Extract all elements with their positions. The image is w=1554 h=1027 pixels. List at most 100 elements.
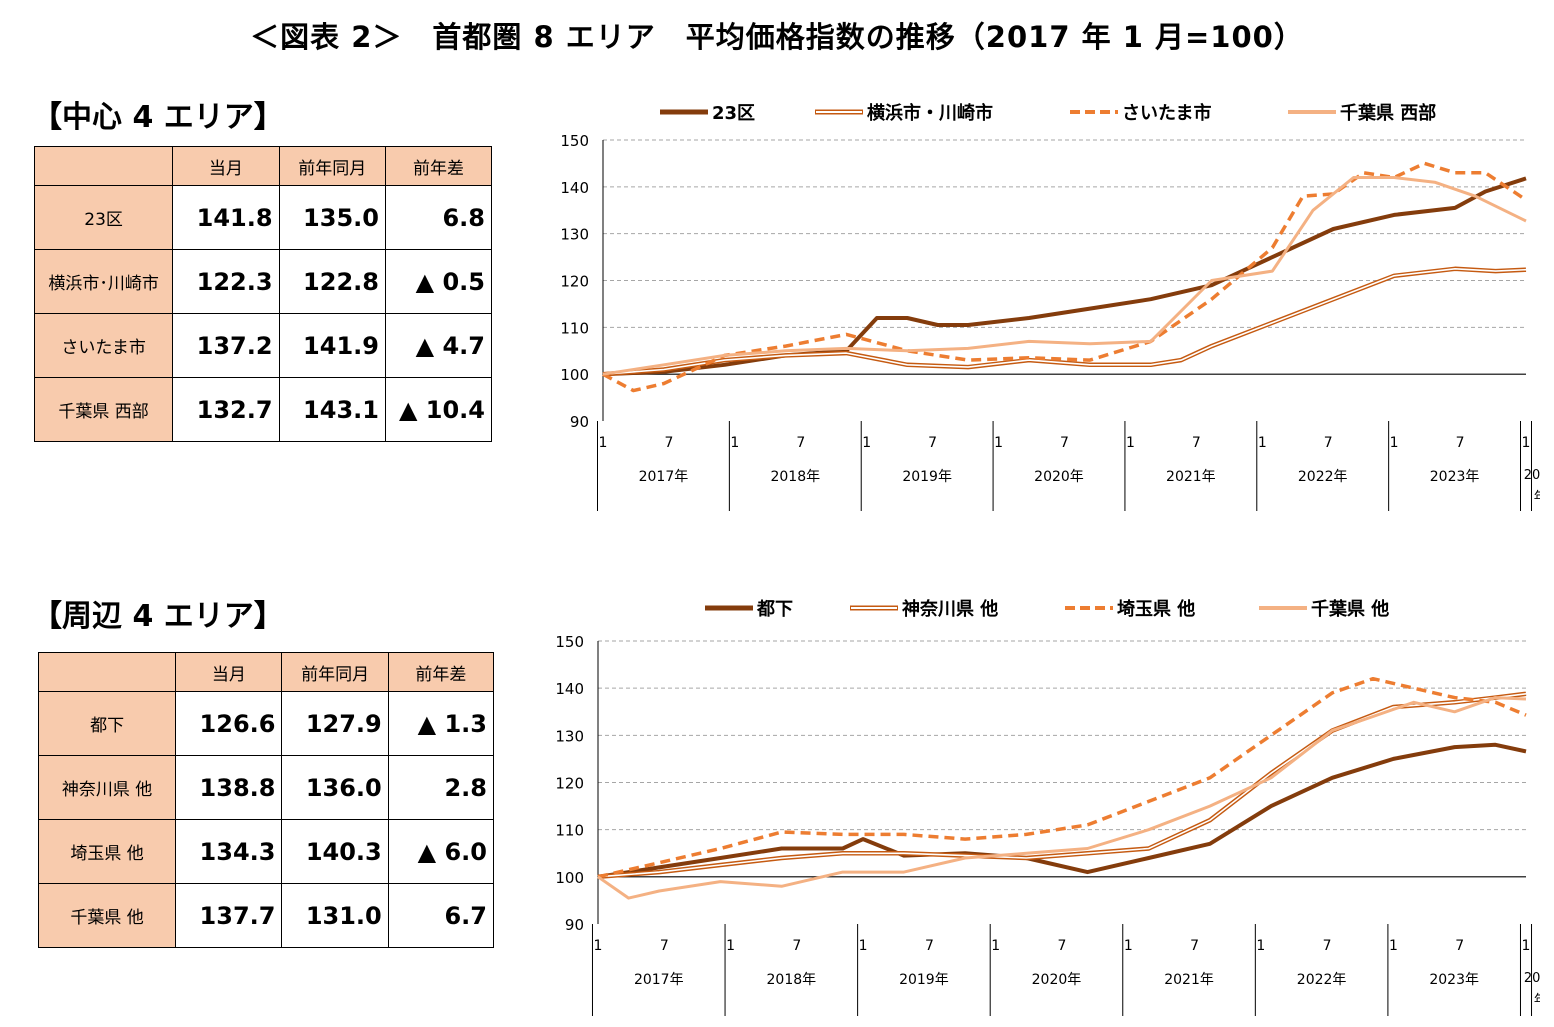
x-month-tick: 1 bbox=[1124, 938, 1133, 954]
x-year-label: 2023年 bbox=[1429, 972, 1479, 988]
x-month-tick: 7 bbox=[1456, 435, 1465, 451]
y-tick-label: 100 bbox=[560, 366, 589, 384]
table-header-current: 当月 bbox=[172, 146, 280, 186]
x-month-tick: 7 bbox=[1324, 435, 1333, 451]
x-month-tick: 7 bbox=[1192, 435, 1201, 451]
x-month-tick: 1 bbox=[859, 938, 868, 954]
row-diff: 6.8 bbox=[384, 185, 493, 250]
x-month-tick: 1 bbox=[594, 938, 603, 954]
table-header-prev: 前年同月 bbox=[281, 652, 389, 692]
x-year-label: 2017年 bbox=[634, 972, 684, 988]
table-row: 横浜市･川崎市 122.3 122.8 ▲ 0.5 bbox=[33, 249, 493, 314]
row-current: 137.2 bbox=[172, 313, 280, 378]
table-header-prev: 前年同月 bbox=[278, 146, 386, 186]
central-chart-svg: 90 100 110 120 130 140 150 1 7 1 7 1 7 1 7 1 7 1 7 1 7 1 2017年… bbox=[560, 102, 1554, 511]
table-row: 23区 141.8 135.0 6.8 bbox=[33, 185, 493, 250]
legend-label: 23区 bbox=[712, 103, 755, 124]
x-month-tick: 1 bbox=[862, 435, 871, 451]
row-current: 134.3 bbox=[175, 819, 283, 884]
row-area: 埼玉県 他 bbox=[37, 819, 177, 884]
x-year-label: 2022年 bbox=[1298, 469, 1348, 485]
legend-label: 千葉県 他 bbox=[1311, 598, 1389, 620]
y-tick-label: 140 bbox=[560, 179, 589, 197]
row-diff: ▲ 1.3 bbox=[387, 691, 495, 756]
x-month-tick: 7 bbox=[928, 435, 937, 451]
x-month-tick: 7 bbox=[796, 435, 805, 451]
x-month-tick: 7 bbox=[1060, 435, 1069, 451]
legend-label: 千葉県 西部 bbox=[1340, 102, 1436, 124]
x-month-tick: 7 bbox=[660, 938, 669, 954]
series-line-hollow-inner bbox=[602, 268, 1527, 375]
row-diff: 2.8 bbox=[387, 755, 495, 820]
row-current: 132.7 bbox=[172, 377, 280, 442]
table-row: 千葉県 他 137.7 131.0 6.7 bbox=[37, 883, 495, 948]
table-header-current: 当月 bbox=[175, 652, 283, 692]
x-month-tick: 1 bbox=[994, 435, 1003, 451]
row-current: 141.8 bbox=[172, 185, 280, 250]
y-tick-label: 90 bbox=[565, 916, 584, 934]
x-month-tick: 1 bbox=[991, 938, 1000, 954]
table-header-diff: 前年差 bbox=[384, 146, 493, 186]
figure-title: ＜図表 2＞ 首都圏 8 エリア 平均価格指数の推移（2017 年 1 月=10… bbox=[250, 20, 1304, 54]
row-area: さいたま市 bbox=[33, 313, 174, 378]
row-prev: 140.3 bbox=[281, 819, 389, 884]
table-row: 埼玉県 他 134.3 140.3 ▲ 6.0 bbox=[37, 819, 495, 884]
table-row: 神奈川県 他 138.8 136.0 2.8 bbox=[37, 755, 495, 820]
row-diff: ▲ 10.4 bbox=[384, 377, 493, 442]
row-diff: ▲ 4.7 bbox=[384, 313, 493, 378]
x-month-tick: 1 bbox=[1390, 435, 1399, 451]
x-month-tick: 7 bbox=[1455, 938, 1464, 954]
x-year-label-suffix: 年 bbox=[1534, 993, 1540, 1008]
central-table: 当月 前年同月 前年差 23区 141.8 135.0 6.8 横浜市･川崎市 … bbox=[33, 146, 493, 442]
row-current: 137.7 bbox=[175, 883, 283, 948]
legend-label: 都下 bbox=[756, 599, 793, 620]
table-row: 都下 126.6 127.9 ▲ 1.3 bbox=[37, 691, 495, 756]
x-month-tick: 7 bbox=[792, 938, 801, 954]
peripheral-table: 当月 前年同月 前年差 都下 126.6 127.9 ▲ 1.3 神奈川県 他 … bbox=[37, 652, 495, 948]
series-line-thick bbox=[597, 742, 1527, 879]
peripheral-line-chart: 90 100 110 120 130 140 150 1 7 1 7 1 7 1 7 1 7 1 7 1 7 1 2017年… bbox=[530, 590, 1554, 1026]
y-tick-label: 130 bbox=[555, 727, 584, 745]
x-month-tick: 1 bbox=[599, 435, 608, 451]
legend-label: 埼玉県 他 bbox=[1117, 598, 1195, 620]
row-diff: ▲ 0.5 bbox=[384, 249, 493, 314]
row-area: 千葉県 他 bbox=[37, 883, 177, 948]
x-year-label: 2023年 bbox=[1430, 469, 1480, 485]
x-month-tick: 1 bbox=[1389, 938, 1398, 954]
x-month-tick: 1 bbox=[730, 435, 739, 451]
row-prev: 143.1 bbox=[278, 377, 386, 442]
row-current: 122.3 bbox=[172, 249, 280, 314]
row-area: 横浜市･川崎市 bbox=[33, 249, 174, 314]
x-year-label: 2020年 bbox=[1032, 972, 1082, 988]
row-diff: 6.7 bbox=[387, 883, 495, 948]
row-area: 神奈川県 他 bbox=[37, 755, 177, 820]
row-prev: 136.0 bbox=[281, 755, 389, 820]
central-line-chart: 90 100 110 120 130 140 150 1 7 1 7 1 7 1 7 1 7 1 7 1 7 1 2017年… bbox=[530, 92, 1554, 526]
row-area: 23区 bbox=[33, 185, 174, 250]
row-current: 126.6 bbox=[175, 691, 283, 756]
y-tick-label: 130 bbox=[560, 226, 589, 244]
series-line-light bbox=[597, 696, 1527, 900]
row-prev: 131.0 bbox=[281, 883, 389, 948]
x-month-tick: 1 bbox=[1522, 435, 1531, 451]
x-year-label: 2021年 bbox=[1166, 469, 1216, 485]
y-tick-label: 150 bbox=[555, 633, 584, 651]
series-line-light bbox=[602, 176, 1527, 376]
table-row: さいたま市 137.2 141.9 ▲ 4.7 bbox=[33, 313, 493, 378]
y-tick-label: 120 bbox=[560, 273, 589, 291]
legend-label: さいたま市 bbox=[1122, 102, 1211, 124]
y-tick-label: 110 bbox=[560, 319, 589, 337]
x-year-label: 2022年 bbox=[1297, 972, 1347, 988]
central-heading: 【中心 4 エリア】 bbox=[32, 100, 284, 135]
x-year-label: 2019年 bbox=[902, 469, 952, 485]
x-year-label: 2017年 bbox=[639, 469, 689, 485]
table-header-diff: 前年差 bbox=[387, 652, 495, 692]
x-month-tick: 1 bbox=[1258, 435, 1267, 451]
x-year-label: 2024 bbox=[1524, 468, 1540, 483]
row-current: 138.8 bbox=[175, 755, 283, 820]
row-prev: 135.0 bbox=[278, 185, 386, 250]
series-line-dashed bbox=[597, 676, 1527, 879]
legend-label: 横浜市・川崎市 bbox=[867, 102, 993, 124]
peripheral-heading: 【周辺 4 エリア】 bbox=[32, 599, 284, 634]
x-month-tick: 7 bbox=[1190, 938, 1199, 954]
